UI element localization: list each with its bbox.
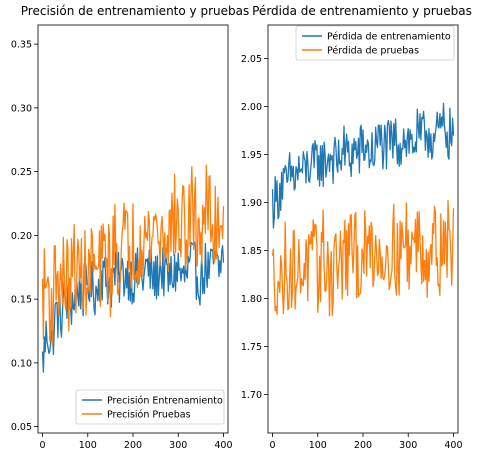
loss-y-tick-label: 2.05 xyxy=(241,54,262,65)
accuracy-x-tick-label: 0 xyxy=(40,440,46,451)
accuracy-x-tick-label: 200 xyxy=(124,440,142,451)
loss-y-tick-label: 1.90 xyxy=(241,198,262,209)
accuracy-series-line-test xyxy=(41,164,225,347)
loss-x-tick-label: 100 xyxy=(309,440,327,451)
accuracy-y-tick-label: 0.10 xyxy=(11,358,32,369)
accuracy-y-tick-label: 0.20 xyxy=(11,231,32,242)
accuracy-axes-layer: 0 100 200 300 400 0.05 0.10 0.15 0.20 0.25 0.30 0.3… xyxy=(11,40,233,451)
accuracy-y-tick-label: 0.35 xyxy=(11,40,32,51)
accuracy-chart-title: Precisión de entrenamiento y pruebas xyxy=(21,4,249,18)
accuracy-series-layer xyxy=(41,164,225,373)
loss-plot-frame xyxy=(267,24,459,434)
loss-y-tick-label: 1.85 xyxy=(241,246,262,257)
loss-y-tick-label: 1.75 xyxy=(241,342,262,353)
loss-y-tick-label: 1.80 xyxy=(241,294,262,305)
loss-series-line-training xyxy=(271,102,455,229)
accuracy-legend-label-training: Precisión Entrenamiento xyxy=(107,396,223,407)
loss-y-tick-label: 1.70 xyxy=(241,390,262,401)
accuracy-chart: Precisión de entrenamiento y pruebas 0 10… xyxy=(11,4,249,451)
loss-x-tick-label: 0 xyxy=(270,440,276,451)
loss-y-tick-label: 1.95 xyxy=(241,150,262,161)
loss-legend-label-test: Pérdida de pruebas xyxy=(327,46,419,57)
loss-legend-box xyxy=(295,25,455,61)
accuracy-y-tick-label: 0.25 xyxy=(11,167,32,178)
loss-series-layer xyxy=(271,102,455,317)
loss-axes-layer: 0 100 200 300 400 1.70 1.75 1.80 1.85 1.90 1.95 2.0… xyxy=(241,54,463,451)
accuracy-x-tick-label: 100 xyxy=(79,440,97,451)
accuracy-legend: Precisión Entrenamiento Precisión Prueba… xyxy=(75,389,225,425)
accuracy-y-tick-label: 0.05 xyxy=(11,422,32,433)
loss-legend: Pérdida de entrenamiento Pérdida de prue… xyxy=(295,25,455,61)
loss-x-tick-label: 300 xyxy=(399,440,417,451)
accuracy-y-tick-label: 0.30 xyxy=(11,103,32,114)
loss-y-tick-label: 2.00 xyxy=(241,102,262,113)
accuracy-x-tick-label: 300 xyxy=(169,440,187,451)
loss-chart: Pérdida de entrenamiento y pruebas 0 100 2… xyxy=(241,4,472,451)
loss-x-tick-label: 200 xyxy=(354,440,372,451)
loss-series-line-test xyxy=(271,199,455,317)
accuracy-legend-label-test: Precisión Pruebas xyxy=(107,410,191,421)
accuracy-legend-box xyxy=(75,389,225,425)
accuracy-y-tick-label: 0.15 xyxy=(11,295,32,306)
accuracy-x-tick-label: 400 xyxy=(214,440,232,451)
loss-chart-title: Pérdida de entrenamiento y pruebas xyxy=(252,4,472,18)
loss-x-tick-label: 400 xyxy=(444,440,462,451)
loss-legend-label-training: Pérdida de entrenamiento xyxy=(327,32,451,43)
